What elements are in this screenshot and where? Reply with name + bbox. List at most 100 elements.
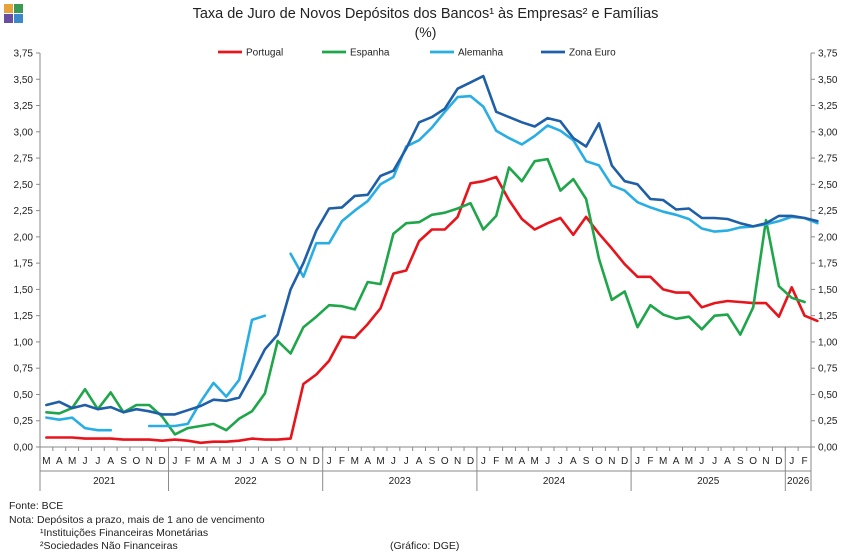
series-line-portugal [45, 175, 819, 445]
year-label: 2024 [543, 476, 566, 487]
legend-label-portugal: Portugal [246, 48, 283, 59]
y-tick-label-left: 1,00 [14, 337, 34, 348]
month-label: M [68, 456, 76, 467]
month-label: N [146, 456, 153, 467]
y-tick-label-left: 0,75 [14, 364, 34, 375]
month-label: F [185, 456, 191, 467]
y-tick-label-right: 3,75 [818, 49, 838, 60]
y-tick-label-right: 0,25 [818, 416, 838, 427]
month-label: A [56, 456, 63, 467]
month-label: A [519, 456, 526, 467]
month-label: J [172, 456, 177, 467]
year-label: 2025 [697, 476, 720, 487]
month-label: F [802, 456, 808, 467]
y-tick-label-right: 1,00 [818, 337, 838, 348]
month-label: N [608, 456, 615, 467]
month-label: M [222, 456, 230, 467]
y-tick-label-left: 0,25 [14, 416, 34, 427]
y-tick-label-left: 0,50 [14, 390, 34, 401]
y-tick-label-right: 3,50 [818, 75, 838, 86]
month-label: J [558, 456, 563, 467]
month-label: M [196, 456, 204, 467]
y-tick-label-left: 3,25 [14, 101, 34, 112]
month-label: D [158, 456, 165, 467]
y-tick-label-right: 0,75 [818, 364, 838, 375]
y-tick-label-left: 0,00 [14, 443, 34, 454]
month-label: J [712, 456, 717, 467]
series-line-zona-euro [45, 74, 819, 416]
month-label: S [737, 456, 744, 467]
month-label: F [493, 456, 499, 467]
logo-square-4 [14, 14, 23, 23]
month-label: O [132, 456, 140, 467]
footer-note: Nota: Depósitos a prazo, mais de 1 ano d… [9, 514, 265, 526]
month-label: M [685, 456, 693, 467]
month-label: M [531, 456, 539, 467]
y-tick-label-left: 1,50 [14, 285, 34, 296]
y-tick-label-right: 1,50 [818, 285, 838, 296]
month-label: J [404, 456, 409, 467]
chart-subtitle: (%) [414, 24, 437, 40]
month-label: M [505, 456, 513, 467]
month-label: S [120, 456, 127, 467]
month-label: A [724, 456, 731, 467]
month-label: J [250, 456, 255, 467]
month-label: S [429, 456, 436, 467]
month-label: J [699, 456, 704, 467]
y-tick-label-right: 0,00 [818, 443, 838, 454]
month-label: M [351, 456, 359, 467]
y-tick-label-left: 1,25 [14, 311, 34, 322]
month-label: J [481, 456, 486, 467]
month-label: J [95, 456, 100, 467]
y-tick-label-right: 3,00 [818, 127, 838, 138]
month-label: M [659, 456, 667, 467]
month-label: O [749, 456, 757, 467]
y-tick-label-left: 2,00 [14, 232, 34, 243]
year-label: 2023 [389, 476, 412, 487]
month-label: D [467, 456, 474, 467]
month-label: M [376, 456, 384, 467]
month-label: J [327, 456, 332, 467]
month-label: A [364, 456, 371, 467]
y-tick-label-right: 0,50 [818, 390, 838, 401]
month-label: J [391, 456, 396, 467]
month-label: A [416, 456, 423, 467]
month-label: J [82, 456, 87, 467]
month-label: O [595, 456, 603, 467]
month-label: D [313, 456, 320, 467]
year-label: 2026 [787, 476, 810, 487]
month-label: J [789, 456, 794, 467]
month-label: A [107, 456, 114, 467]
legend-label-zona-euro: Zona Euro [569, 48, 616, 59]
series-line-espanha [45, 157, 806, 436]
month-label: F [647, 456, 653, 467]
month-label: A [210, 456, 217, 467]
y-tick-label-left: 2,25 [14, 206, 34, 217]
y-tick-label-left: 2,50 [14, 180, 34, 191]
footer-note-2: ²Sociedades Não Financeiras [40, 540, 178, 552]
month-label: N [454, 456, 461, 467]
month-label: N [762, 456, 769, 467]
month-label: A [673, 456, 680, 467]
month-label: O [287, 456, 295, 467]
y-tick-label-left: 2,75 [14, 154, 34, 165]
month-label: J [635, 456, 640, 467]
y-tick-label-left: 1,75 [14, 259, 34, 270]
y-tick-label-right: 2,50 [818, 180, 838, 191]
y-tick-label-right: 2,00 [818, 232, 838, 243]
month-label: M [42, 456, 50, 467]
month-label: N [300, 456, 307, 467]
y-tick-label-right: 2,25 [818, 206, 838, 217]
chart-title: Taxa de Juro de Novos Depósitos dos Banc… [192, 6, 659, 22]
chart-credit: (Gráfico: DGE) [390, 540, 460, 552]
year-label: 2022 [234, 476, 257, 487]
legend-label-alemanha: Alemanha [458, 48, 503, 59]
month-label: D [621, 456, 628, 467]
logo-square-3 [4, 14, 13, 23]
month-label: A [570, 456, 577, 467]
year-label: 2021 [93, 476, 116, 487]
footer-note-1: ¹Instituições Financeiras Monetárias [40, 527, 209, 539]
month-label: O [441, 456, 449, 467]
y-tick-label-left: 3,00 [14, 127, 34, 138]
